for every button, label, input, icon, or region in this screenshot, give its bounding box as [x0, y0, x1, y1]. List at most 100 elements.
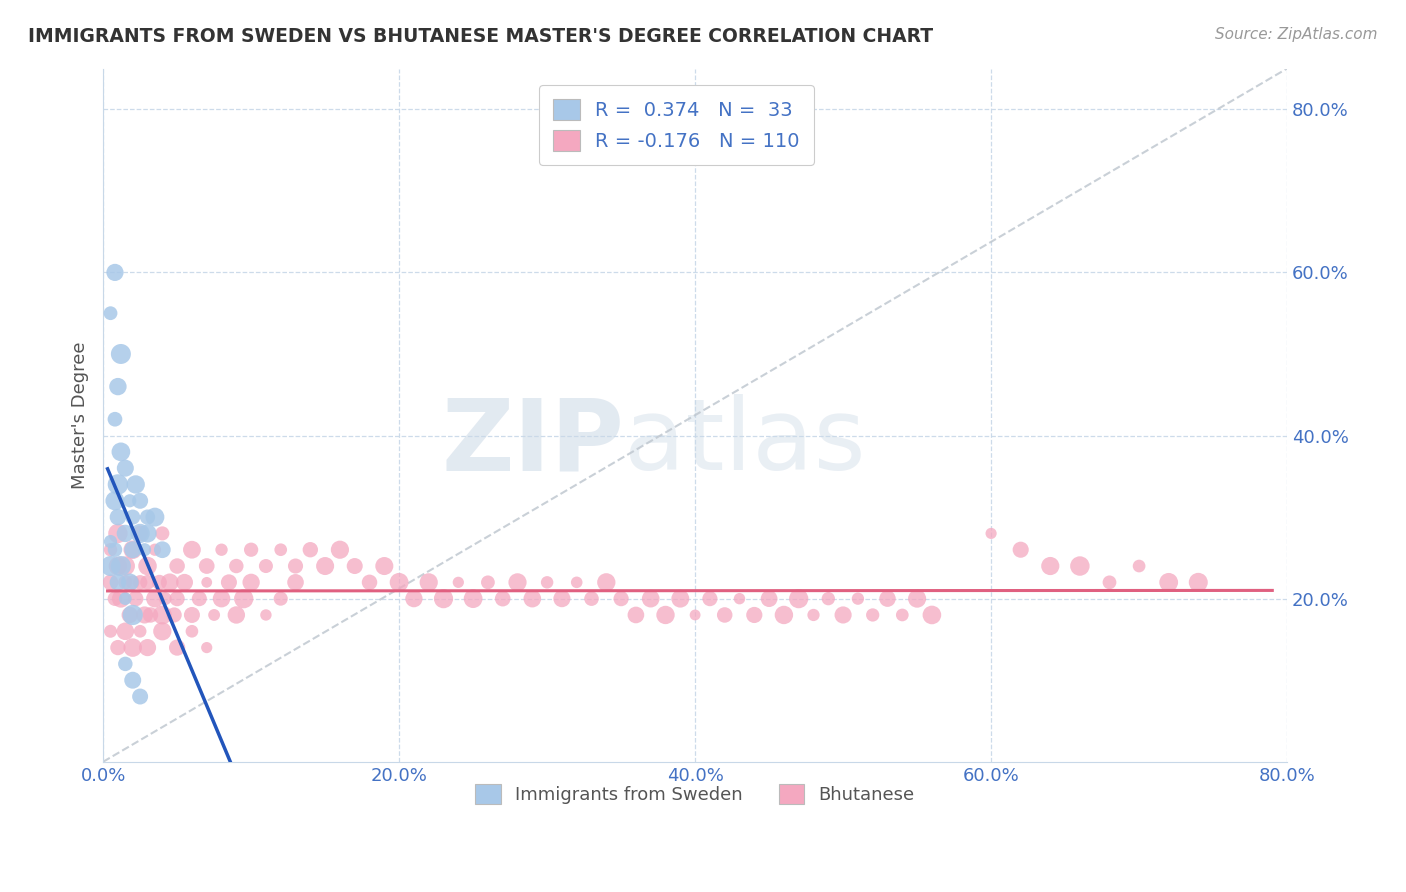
Point	[166, 591, 188, 606]
Point	[232, 591, 254, 606]
Point	[121, 673, 143, 688]
Point	[314, 559, 336, 574]
Text: ZIP: ZIP	[441, 394, 624, 491]
Point	[195, 640, 218, 655]
Point	[240, 575, 263, 590]
Point	[104, 493, 127, 508]
Point	[980, 526, 1002, 541]
Point	[118, 575, 141, 590]
Point	[104, 412, 127, 426]
Point	[254, 559, 277, 574]
Point	[1039, 559, 1062, 574]
Point	[195, 575, 218, 590]
Point	[121, 542, 143, 557]
Point	[118, 493, 141, 508]
Point	[129, 575, 152, 590]
Point	[742, 607, 765, 622]
Point	[150, 526, 173, 541]
Text: atlas: atlas	[624, 394, 866, 491]
Point	[139, 607, 162, 622]
Point	[506, 575, 529, 590]
Point	[107, 575, 129, 590]
Point	[565, 575, 588, 590]
Point	[551, 591, 574, 606]
Point	[150, 607, 173, 622]
Point	[254, 607, 277, 622]
Point	[1128, 559, 1150, 574]
Point	[270, 591, 292, 606]
Text: Source: ZipAtlas.com: Source: ZipAtlas.com	[1215, 27, 1378, 42]
Point	[143, 510, 166, 524]
Point	[121, 607, 143, 622]
Point	[100, 559, 122, 574]
Point	[270, 542, 292, 557]
Point	[181, 542, 204, 557]
Point	[1187, 575, 1209, 590]
Point	[640, 591, 662, 606]
Point	[173, 575, 195, 590]
Point	[181, 607, 204, 622]
Point	[905, 591, 928, 606]
Point	[418, 575, 440, 590]
Point	[107, 640, 129, 655]
Point	[148, 575, 170, 590]
Point	[1157, 575, 1180, 590]
Point	[195, 559, 218, 574]
Point	[447, 575, 470, 590]
Point	[118, 607, 141, 622]
Point	[100, 534, 122, 549]
Point	[713, 607, 735, 622]
Point	[846, 591, 869, 606]
Point	[136, 559, 159, 574]
Point	[114, 575, 136, 590]
Point	[129, 526, 152, 541]
Point	[155, 591, 177, 606]
Point	[114, 461, 136, 475]
Point	[100, 624, 122, 639]
Point	[110, 559, 132, 574]
Point	[329, 542, 352, 557]
Point	[150, 542, 173, 557]
Point	[114, 591, 136, 606]
Point	[136, 526, 159, 541]
Point	[129, 526, 152, 541]
Point	[136, 575, 159, 590]
Point	[114, 624, 136, 639]
Point	[166, 559, 188, 574]
Point	[343, 559, 366, 574]
Point	[129, 624, 152, 639]
Point	[100, 306, 122, 320]
Point	[1069, 559, 1091, 574]
Point	[402, 591, 425, 606]
Point	[104, 591, 127, 606]
Point	[876, 591, 898, 606]
Point	[110, 347, 132, 361]
Point	[163, 607, 186, 622]
Point	[121, 542, 143, 557]
Point	[461, 591, 484, 606]
Point	[202, 607, 225, 622]
Point	[121, 640, 143, 655]
Point	[610, 591, 633, 606]
Point	[107, 559, 129, 574]
Point	[100, 542, 122, 557]
Point	[143, 591, 166, 606]
Point	[188, 591, 211, 606]
Point	[373, 559, 395, 574]
Point	[181, 624, 204, 639]
Point	[150, 624, 173, 639]
Point	[817, 591, 839, 606]
Point	[166, 640, 188, 655]
Point	[114, 559, 136, 574]
Point	[240, 542, 263, 557]
Point	[728, 591, 751, 606]
Point	[803, 607, 825, 622]
Point	[125, 591, 148, 606]
Point	[114, 526, 136, 541]
Point	[125, 477, 148, 491]
Point	[921, 607, 943, 622]
Point	[683, 607, 706, 622]
Point	[129, 690, 152, 704]
Point	[110, 445, 132, 459]
Point	[104, 265, 127, 279]
